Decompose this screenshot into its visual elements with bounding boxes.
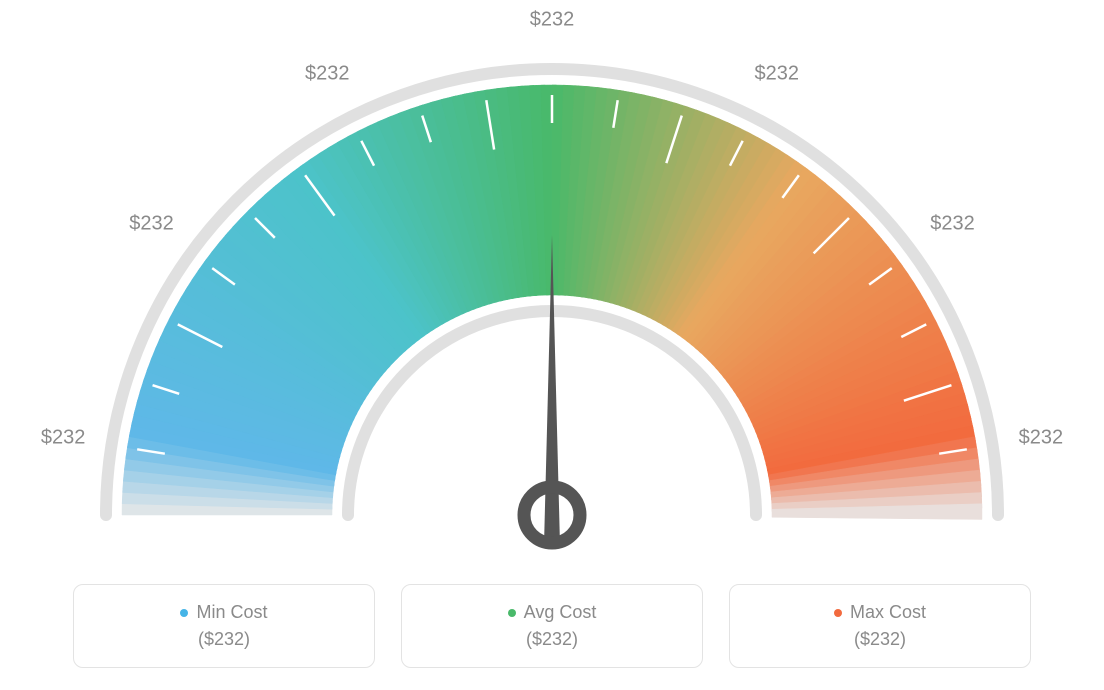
- legend-avg-label: Avg Cost: [524, 602, 597, 623]
- legend-min-top: Min Cost: [180, 602, 267, 623]
- gauge-scale-label: $232: [305, 62, 350, 85]
- chart-container: $232 $232 $232 $232 $232 $232 $232 Min Cost ($…: [0, 0, 1104, 690]
- gauge-chart: $232 $232 $232 $232 $232 $232 $232: [0, 0, 1104, 570]
- legend-avg-top: Avg Cost: [508, 602, 597, 623]
- legend-row: Min Cost ($232) Avg Cost ($232) Max Cost…: [0, 584, 1104, 668]
- legend-max-label: Max Cost: [850, 602, 926, 623]
- legend-max-top: Max Cost: [834, 602, 926, 623]
- gauge-scale-label: $232: [129, 213, 174, 236]
- legend-max-value: ($232): [854, 629, 906, 650]
- dot-icon: [180, 609, 188, 617]
- gauge-scale-label: $232: [530, 9, 575, 32]
- legend-min-label: Min Cost: [196, 602, 267, 623]
- legend-min-value: ($232): [198, 629, 250, 650]
- legend-card-max: Max Cost ($232): [729, 584, 1031, 668]
- legend-card-min: Min Cost ($232): [73, 584, 375, 668]
- dot-icon: [834, 609, 842, 617]
- gauge-scale-label: $232: [930, 213, 975, 236]
- legend-card-avg: Avg Cost ($232): [401, 584, 703, 668]
- gauge-scale-label: $232: [754, 62, 799, 85]
- dot-icon: [508, 609, 516, 617]
- gauge-scale-label: $232: [1019, 426, 1064, 449]
- legend-avg-value: ($232): [526, 629, 578, 650]
- gauge-scale-label: $232: [41, 426, 86, 449]
